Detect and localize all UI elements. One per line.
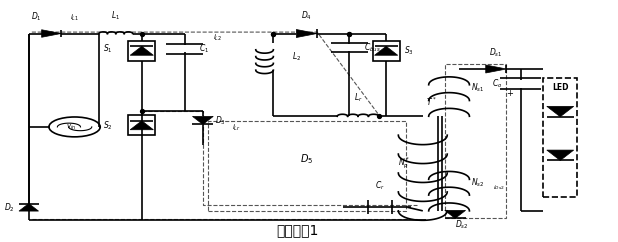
Polygon shape (130, 46, 153, 55)
Polygon shape (486, 65, 507, 73)
Bar (543, 78, 577, 197)
Bar (129, 41, 155, 61)
Polygon shape (19, 204, 38, 211)
Text: $D_2$: $D_2$ (4, 201, 15, 213)
Text: $D_{s2}$: $D_{s2}$ (454, 219, 468, 231)
Text: $C_o$: $C_o$ (492, 77, 502, 90)
Text: $v_{in}$: $v_{in}$ (66, 122, 77, 131)
Polygon shape (547, 106, 574, 117)
Text: $S_3$: $S_3$ (404, 45, 414, 57)
Text: $D_5$: $D_5$ (300, 152, 314, 166)
Text: $D_1$: $D_1$ (31, 11, 41, 23)
Text: $L_r$: $L_r$ (353, 91, 362, 104)
Polygon shape (297, 30, 317, 38)
Polygon shape (41, 30, 61, 37)
Text: $S_1$: $S_1$ (103, 43, 113, 55)
Polygon shape (375, 46, 398, 55)
Bar (373, 41, 400, 61)
Text: $L_1$: $L_1$ (111, 9, 121, 22)
Text: $i_{L2}$: $i_{L2}$ (213, 33, 223, 43)
Text: $D_4$: $D_4$ (301, 9, 312, 22)
Text: $D_3$: $D_3$ (214, 114, 226, 127)
Text: $i_{Ds2}$: $i_{Ds2}$ (493, 183, 505, 192)
Text: $N_p^*$: $N_p^*$ (399, 156, 410, 171)
Text: $D_{s1}$: $D_{s1}$ (489, 46, 503, 59)
Text: $S_2$: $S_2$ (103, 119, 113, 131)
Bar (129, 115, 155, 135)
Text: $T^*$: $T^*$ (426, 96, 438, 108)
Polygon shape (445, 210, 465, 219)
Bar (446, 64, 507, 218)
Polygon shape (547, 150, 574, 160)
Bar (208, 121, 406, 211)
Text: $C_{bus}$: $C_{bus}$ (364, 41, 381, 54)
Text: $L_2$: $L_2$ (292, 50, 301, 63)
Text: $N_{s2}$: $N_{s2}$ (471, 176, 485, 189)
Text: 工作模态1: 工作模态1 (276, 223, 319, 237)
Text: $N_{s1}$: $N_{s1}$ (471, 82, 485, 94)
Text: $i_{Lr}$: $i_{Lr}$ (232, 122, 241, 133)
Text: $C_r$: $C_r$ (375, 180, 385, 192)
Text: $i_{L1}$: $i_{L1}$ (70, 13, 79, 23)
Text: $C_1$: $C_1$ (199, 43, 209, 55)
Polygon shape (130, 121, 153, 130)
Text: +: + (506, 89, 513, 98)
Polygon shape (192, 116, 213, 124)
Text: LED: LED (552, 83, 569, 92)
